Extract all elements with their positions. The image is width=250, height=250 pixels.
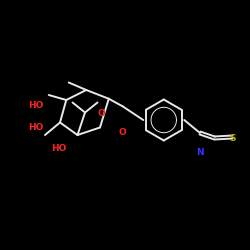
Text: O: O	[119, 128, 126, 137]
Text: HO: HO	[28, 100, 44, 110]
Text: HO: HO	[51, 144, 66, 153]
Text: S: S	[229, 134, 236, 143]
Text: HO: HO	[28, 123, 44, 132]
Text: O: O	[98, 109, 105, 118]
Text: N: N	[196, 148, 204, 157]
